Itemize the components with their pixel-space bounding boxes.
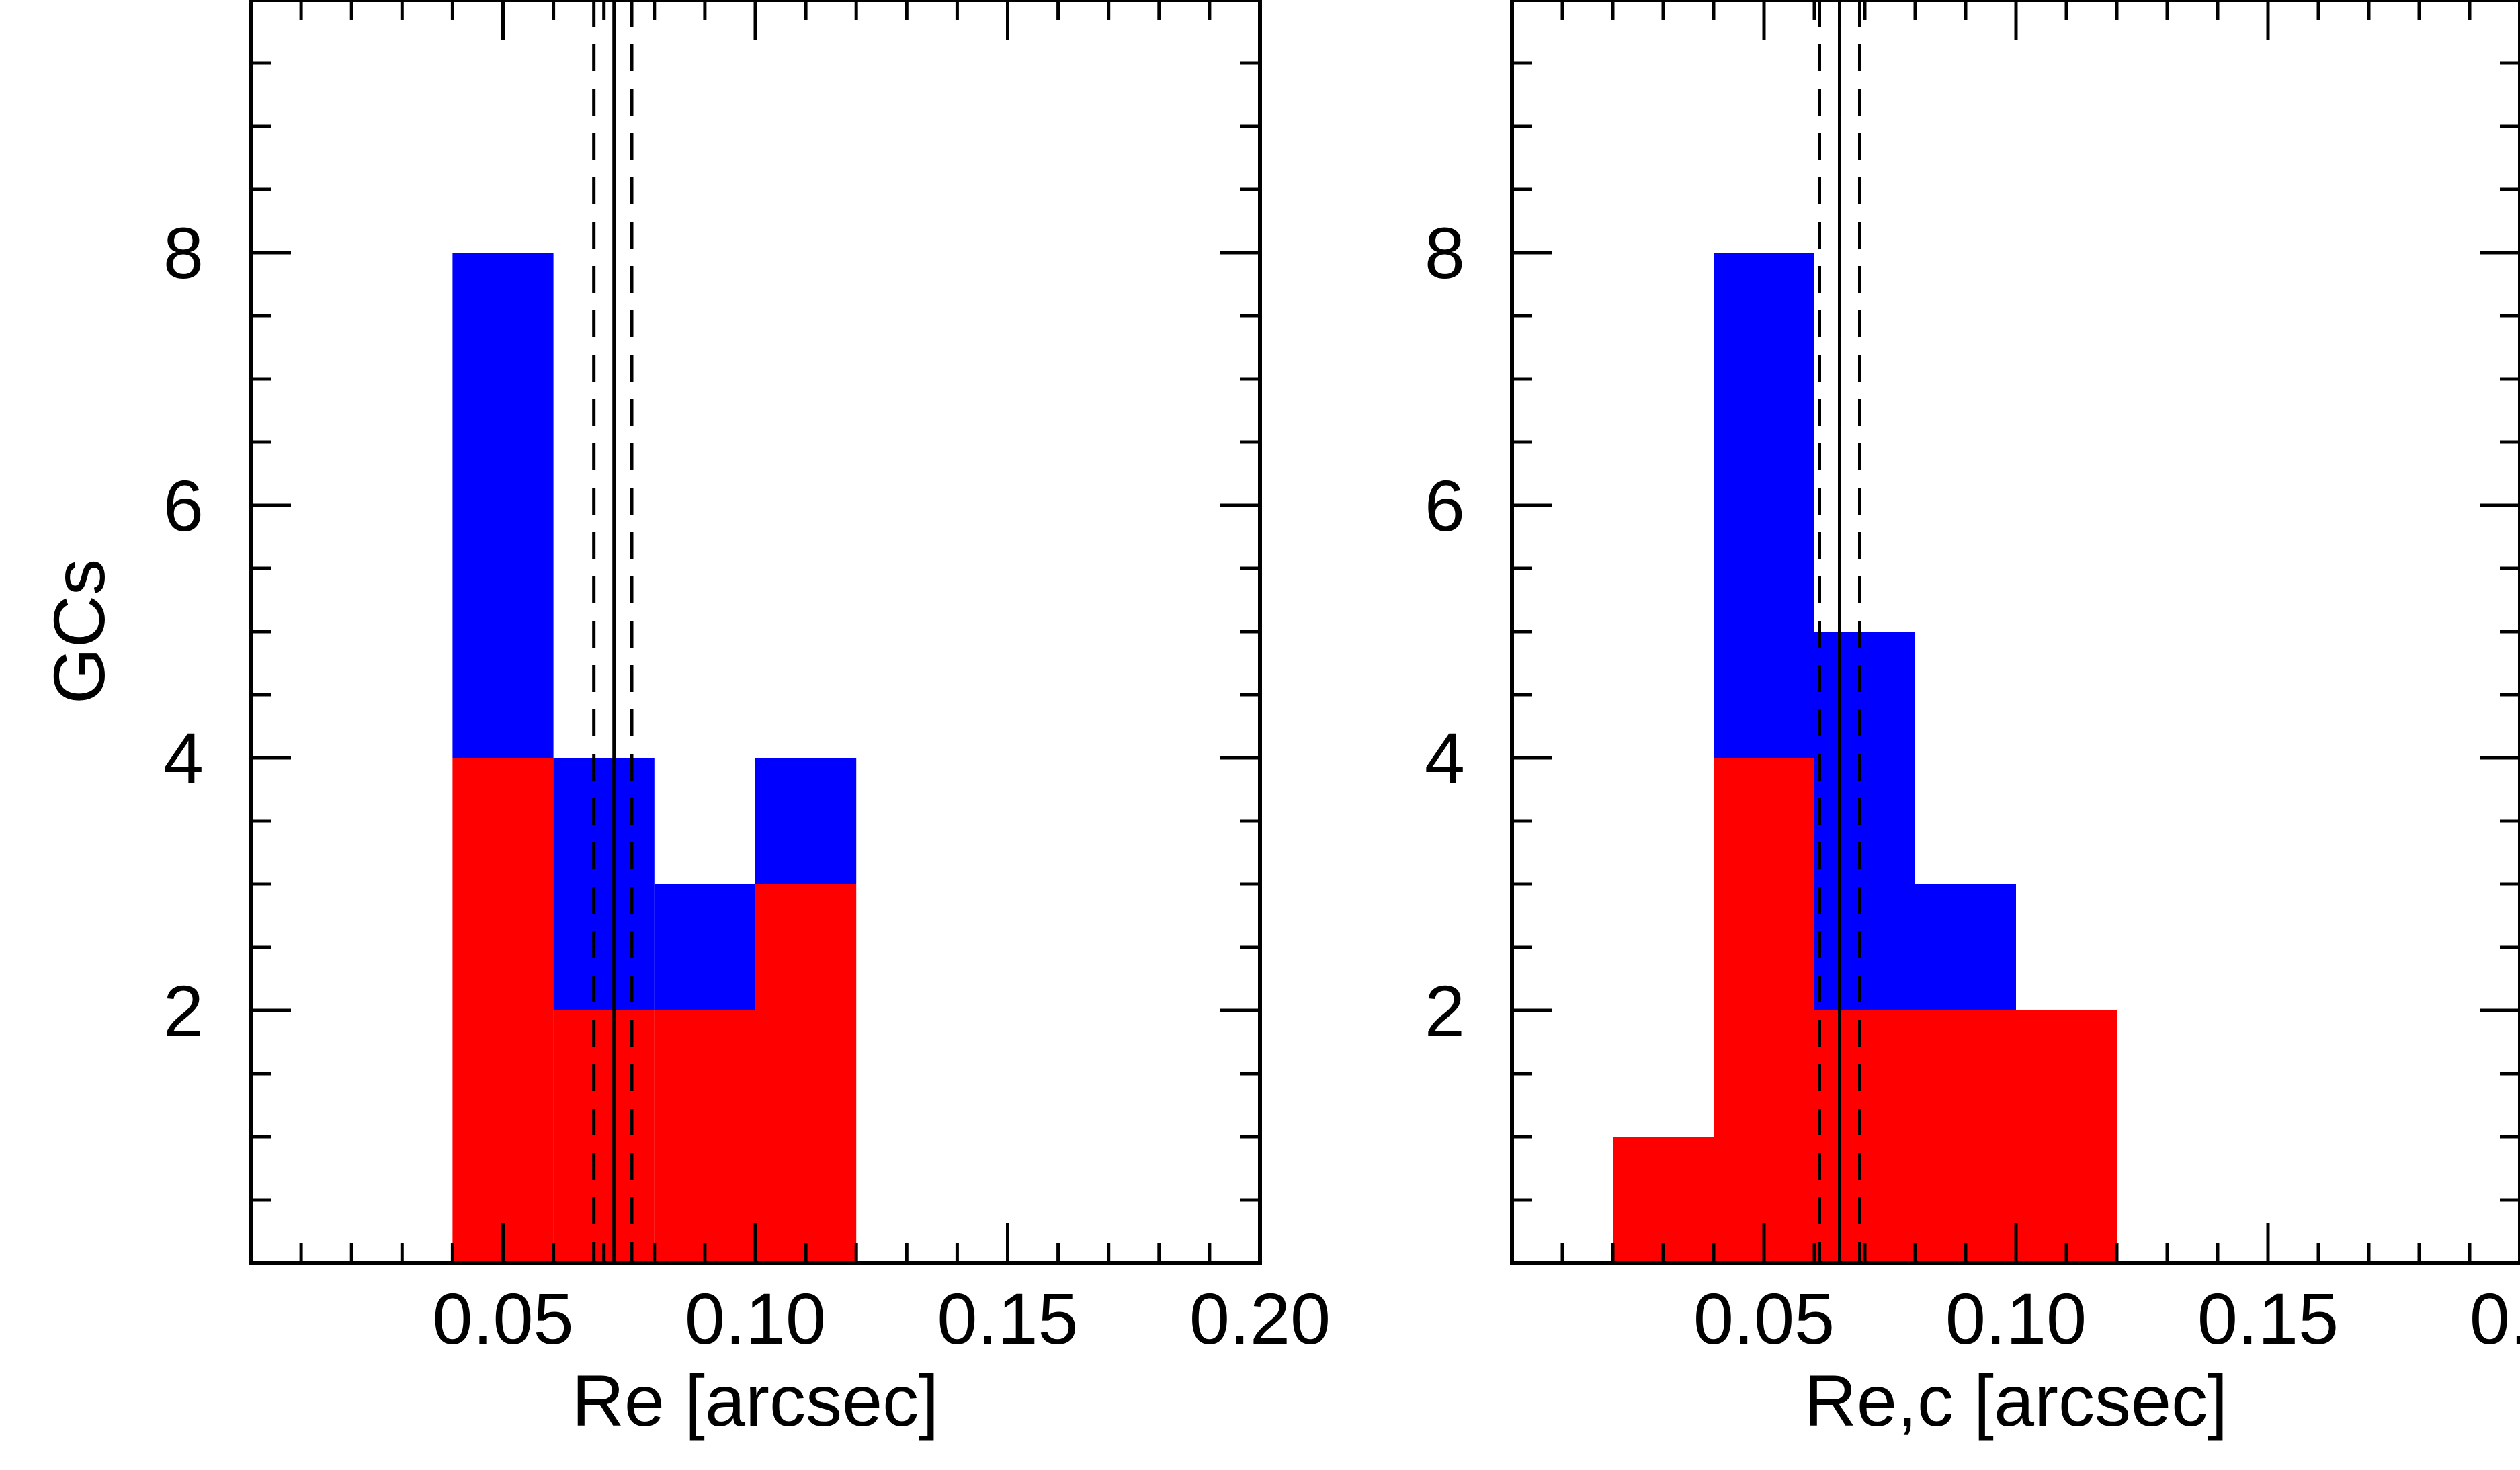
chart-panel-1: 0.05 0.10 0.15 0.20 2 4 6 8 Re [arcsec] GCs [38, 0, 1331, 1441]
y-axis-label: GCs [38, 559, 120, 704]
y-tick-label: 4 [1425, 718, 1465, 799]
histogram-bar [1613, 1137, 1714, 1263]
y-tick-label: 2 [1425, 970, 1465, 1051]
histogram-bar [452, 758, 554, 1263]
histogram-bar [1714, 758, 1814, 1263]
histogram-bar [1714, 253, 1814, 758]
histogram-bar [553, 1010, 655, 1263]
histogram-bar [2016, 1010, 2117, 1263]
x-tick-label: 0.10 [685, 1278, 826, 1359]
x-tick-label: 0.05 [1693, 1278, 1835, 1359]
y-tick-label: 8 [1425, 212, 1465, 294]
histogram-bar [755, 758, 857, 884]
x-axis-label: Re [arcsec] [572, 1360, 939, 1441]
histogram-bar [452, 253, 554, 758]
histogram-bar [755, 884, 857, 1263]
x-tick-label: 0.2 [2470, 1278, 2520, 1359]
y-tick-label: 4 [163, 718, 204, 799]
x-axis-label: Re,c [arcsec] [1804, 1360, 2228, 1441]
histogram-bar [654, 1010, 755, 1263]
x-tick-label: 0.15 [2197, 1278, 2339, 1359]
histogram-bar [1814, 632, 1915, 1010]
x-tick-label: 0.15 [937, 1278, 1078, 1359]
x-tick-label: 0.20 [1189, 1278, 1331, 1359]
histogram-bar [1814, 1010, 1915, 1263]
chart-panel-2: 0.05 0.10 0.15 0.2 2 4 6 8 Re,c [arcsec] [1425, 0, 2520, 1441]
histogram-bar [1915, 884, 2016, 1010]
histogram-bar [553, 758, 655, 1010]
histogram-bar [1915, 1010, 2016, 1263]
histogram-bar [654, 884, 755, 1010]
plot-frame [249, 0, 1262, 1265]
y-tick-label: 2 [163, 970, 204, 1051]
plot-frame [1510, 0, 2520, 1265]
y-tick-label: 6 [1425, 465, 1465, 546]
y-tick-label: 8 [163, 212, 204, 294]
x-tick-label: 0.10 [1945, 1278, 2087, 1359]
x-tick-label: 0.05 [432, 1278, 573, 1359]
y-tick-label: 6 [163, 465, 204, 546]
